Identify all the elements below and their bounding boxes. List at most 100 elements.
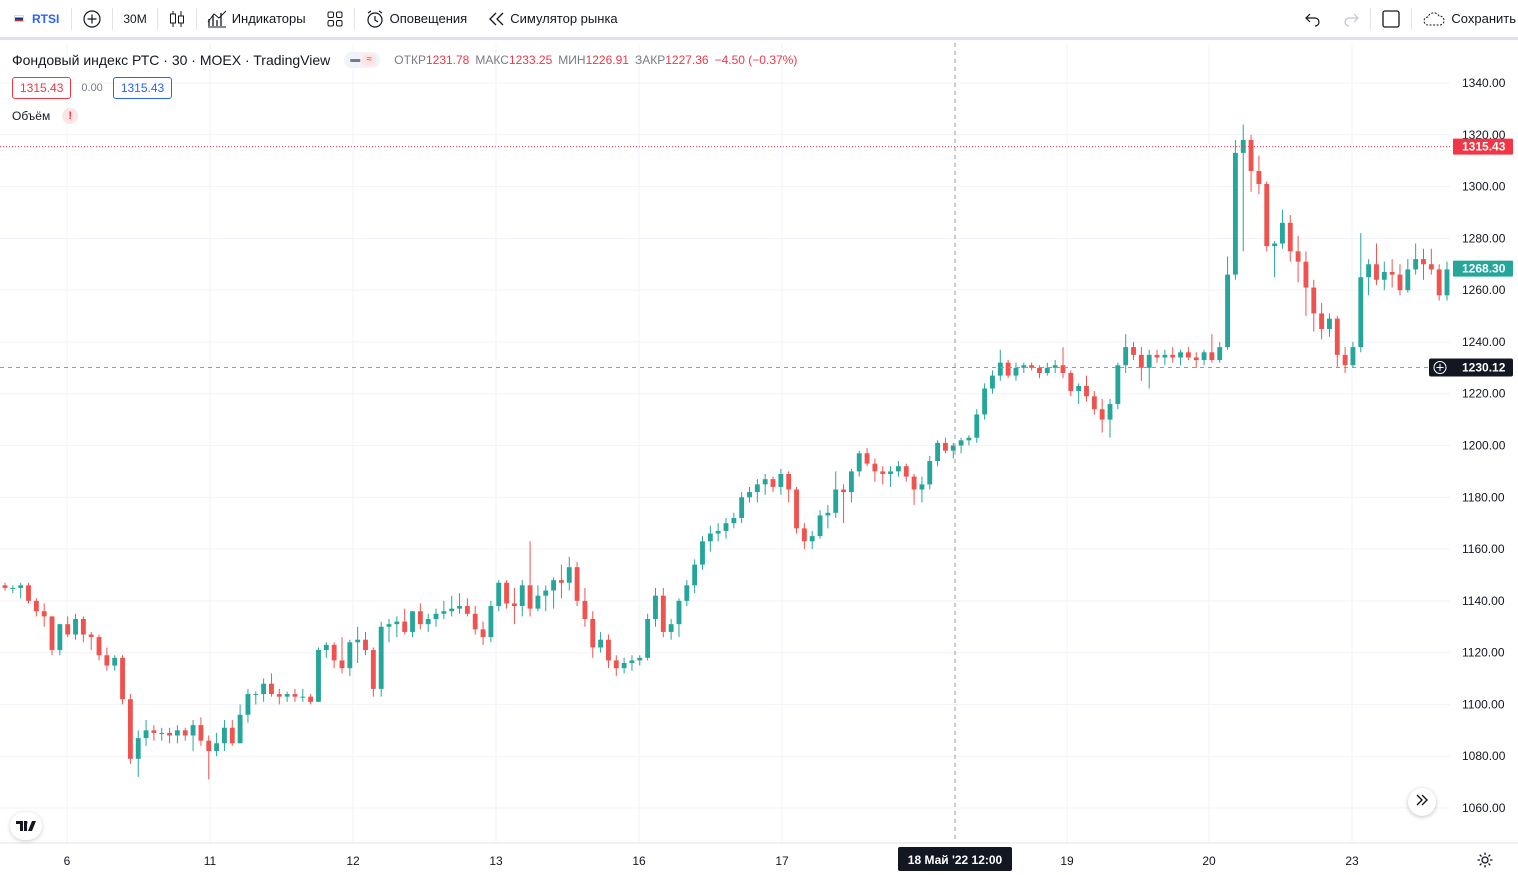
chart-type-button[interactable] [158, 0, 196, 37]
fullscreen-button[interactable] [1371, 0, 1411, 37]
candle-body [1358, 277, 1364, 348]
chart-area[interactable]: 1340.00 1320.00 1300.00 1280.00 1260.00 1240.… [0, 43, 1518, 875]
candle-body [65, 624, 71, 635]
candle [464, 598, 470, 617]
candle-body [300, 696, 306, 698]
candle-body [1178, 352, 1183, 358]
volume-label[interactable]: Объём [12, 109, 51, 123]
candle-body [1123, 347, 1129, 366]
candle [1272, 240, 1278, 278]
candle [762, 473, 768, 495]
candle [1091, 391, 1097, 415]
low-value: 1226.91 [585, 53, 629, 67]
candle-body [504, 582, 509, 604]
candle-body [1029, 365, 1035, 368]
candle-body [253, 694, 259, 696]
symbol-search-button[interactable]: RTSI [0, 0, 71, 37]
candle-body [347, 642, 353, 669]
candle-body [1107, 404, 1113, 420]
candle [841, 484, 846, 524]
candle [911, 473, 917, 506]
candle [943, 437, 948, 454]
candle [41, 603, 47, 627]
delay-icon[interactable]: ≈ [362, 54, 377, 66]
legend-controls[interactable]: ▬ ≈ [344, 52, 381, 68]
candle-body [1225, 274, 1230, 348]
candle [1154, 349, 1160, 363]
candle-body [1099, 409, 1105, 420]
undo-button[interactable] [1294, 0, 1332, 37]
alerts-button[interactable]: Оповещения [355, 0, 478, 37]
candle-body [120, 657, 125, 700]
candle [355, 626, 361, 663]
buy-price-button[interactable]: 1315.43 [112, 77, 173, 99]
warning-icon[interactable]: ! [62, 108, 79, 124]
collapse-icon[interactable]: ▬ [350, 54, 361, 65]
candle-body [1327, 318, 1332, 329]
candle [2, 582, 8, 591]
price-chart[interactable]: 1340.001320.001300.001280.001260.001240.… [0, 43, 1518, 875]
candle [966, 435, 972, 446]
high-price-badge: 1315.43 [1453, 138, 1513, 155]
candle-body [1303, 261, 1309, 288]
candle-body [222, 727, 227, 744]
candle [888, 466, 894, 487]
candle-body [1311, 287, 1317, 314]
candle [519, 580, 525, 617]
candle [222, 719, 227, 752]
toolbar-divider [195, 7, 197, 30]
candle [1397, 264, 1403, 296]
candle-body [990, 375, 995, 389]
candle [1005, 360, 1011, 379]
candle-body [88, 634, 94, 638]
candle-body [127, 699, 133, 759]
candle-body [1319, 313, 1325, 329]
candle [880, 466, 886, 485]
candle [1303, 251, 1309, 317]
candle-body [645, 618, 651, 658]
redo-button[interactable] [1332, 0, 1370, 37]
legend-title[interactable]: Фондовый индекс РТС · 30 · MOEX · Tradin… [12, 52, 331, 68]
candle-body [770, 479, 776, 487]
candle [425, 613, 431, 632]
candle [316, 647, 321, 702]
candle [809, 530, 815, 550]
candle [653, 587, 658, 627]
candle-body [1162, 354, 1168, 358]
candle [1037, 365, 1042, 379]
candle-body [41, 611, 47, 617]
candle [598, 631, 604, 653]
scroll-to-realtime-button[interactable] [1408, 788, 1436, 816]
time-tick-label: 20 [1202, 854, 1216, 868]
interval-label: 30М [123, 11, 147, 26]
save-button[interactable]: Сохранить [1412, 0, 1518, 37]
add-alert-icon[interactable] [1433, 361, 1447, 375]
candle-body [1397, 274, 1403, 291]
candle [794, 486, 799, 534]
candle [786, 471, 792, 503]
replay-button[interactable]: Симулятор рынка [477, 0, 627, 37]
candle [919, 476, 925, 503]
crosshair-price-badge: 1230.12 [1429, 358, 1513, 377]
sell-price-button[interactable]: 1315.43 [12, 77, 72, 99]
alert-icon [365, 9, 385, 29]
candle-body [394, 621, 400, 625]
candle-body [143, 730, 149, 739]
candle [558, 564, 564, 599]
templates-button[interactable] [316, 0, 354, 37]
gear-icon[interactable] [1476, 851, 1494, 874]
compare-button[interactable] [72, 0, 112, 37]
price-tick-label: 1120.00 [1462, 646, 1505, 660]
candle-body [1217, 347, 1223, 361]
candle-body [363, 639, 368, 651]
candle-body [237, 714, 243, 744]
tradingview-logo-icon[interactable] [10, 812, 42, 840]
toolbar-divider [71, 7, 73, 30]
interval-button[interactable]: 30М [113, 0, 156, 37]
price-scale[interactable] [1450, 43, 1518, 843]
grid [0, 43, 1450, 843]
candle [261, 678, 267, 702]
indicators-button[interactable]: Индикаторы [197, 0, 316, 37]
candle-body [982, 388, 988, 415]
candle [1256, 155, 1262, 195]
